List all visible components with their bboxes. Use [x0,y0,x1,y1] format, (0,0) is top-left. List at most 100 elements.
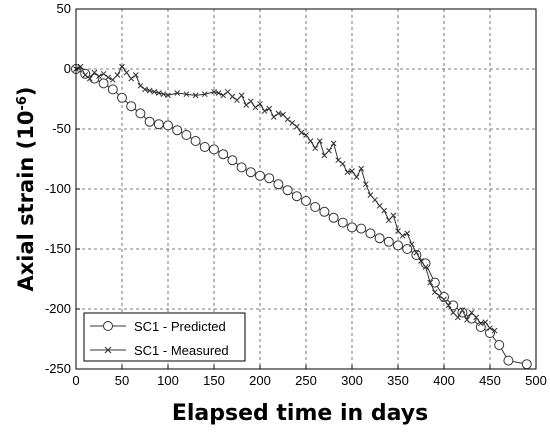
data-point [236,162,247,173]
y-tick-label: -100 [45,181,71,196]
data-point [431,289,438,296]
data-point [218,149,229,160]
series-predicted [71,64,532,370]
data-point [390,212,397,219]
data-point [247,98,254,105]
data-point [408,241,415,248]
data-point [395,228,401,234]
data-point [381,207,388,214]
x-tick-label: 450 [479,373,501,388]
data-point [257,100,263,107]
data-point [192,92,199,99]
x-tick-label: 50 [115,373,129,388]
data-point [349,168,355,174]
data-point [367,192,374,198]
y-tick-label: 50 [57,1,71,16]
data-point [418,258,424,264]
data-point [275,110,282,117]
y-tick-label: -150 [45,241,71,256]
data-point [413,249,420,256]
data-point [190,136,201,146]
data-point [132,72,139,78]
data-point [358,165,365,172]
data-point [468,309,475,316]
y-axis-label: Axial strain (10-6) [14,86,38,291]
data-point [321,152,328,159]
data-point [98,78,109,89]
x-tick-label: 100 [157,373,179,388]
data-point [153,119,164,130]
series-layer [71,63,532,370]
data-point [385,217,392,224]
y-tick-label: -250 [45,361,71,376]
data-point [211,88,217,95]
data-point [298,129,305,136]
data-point [114,72,121,78]
data-point [326,147,332,154]
x-tick-label: 400 [433,373,455,388]
data-point [107,84,118,95]
x-tick-label: 300 [341,373,363,388]
data-point [245,167,256,178]
x-tick-label: 250 [295,373,317,388]
data-point [91,69,98,76]
data-point [172,125,183,136]
data-point [312,145,319,152]
data-point [137,82,144,89]
data-point [163,120,173,131]
data-point [105,74,112,81]
data-point [328,212,339,223]
data-point [454,314,461,321]
data-point [255,170,265,181]
data-point [151,88,158,95]
x-tick-label: 500 [525,373,547,388]
data-point [482,319,489,326]
data-point [491,327,498,334]
data-point [243,102,250,108]
data-point [372,196,378,203]
data-point [96,73,102,80]
y-axis-label-close: ) [14,86,38,96]
data-point [494,340,505,350]
data-point [123,69,130,76]
x-tick-label: 200 [249,373,271,388]
data-point [201,91,208,98]
data-point [459,307,466,314]
data-point [224,88,231,95]
data-point [155,90,162,96]
data-point [142,86,148,93]
axis-ticks: 0 50 100 150 200 250 300 350 400 450 500500-50-100… [45,1,547,388]
data-point [439,292,449,302]
data-point [335,157,342,164]
data-point [234,97,240,104]
data-point [473,314,480,321]
data-point [174,90,181,96]
data-point [307,138,314,144]
data-point [238,92,245,99]
data-point [117,92,127,103]
data-point [347,222,357,233]
data-point [135,108,146,119]
data-point [215,90,222,96]
data-point [521,359,532,370]
data-point [393,240,403,251]
data-point [220,92,227,99]
y-axis-label-exponent: -6 [15,96,30,110]
data-point [209,144,219,155]
legend-predicted-marker [103,321,113,331]
data-point [477,320,484,327]
data-point [100,70,107,77]
data-point [282,185,293,196]
data-point [319,206,330,217]
data-point [82,72,89,78]
data-point [353,174,360,180]
data-point [356,223,367,234]
data-point [374,233,385,244]
data-point [229,93,236,100]
data-point [264,173,275,184]
data-point [404,230,411,237]
data-point [291,191,302,202]
data-point [464,316,470,323]
data-point [362,181,369,188]
data-point [126,101,137,112]
